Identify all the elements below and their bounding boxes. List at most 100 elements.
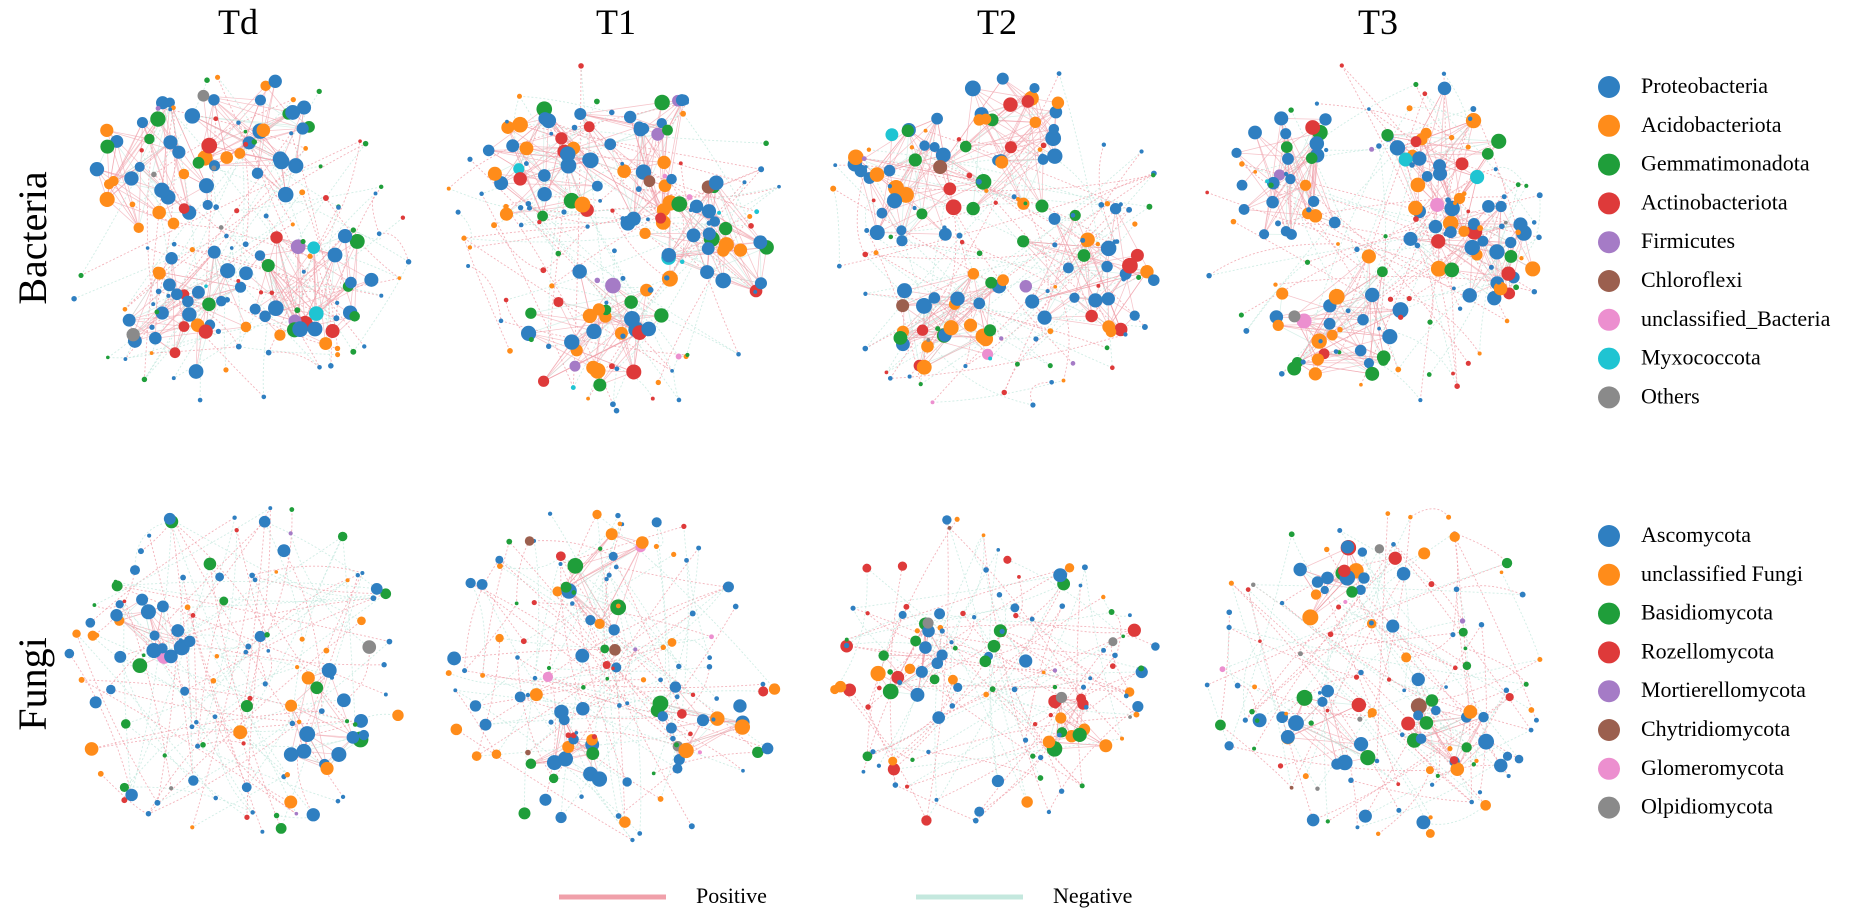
- node: [582, 152, 599, 169]
- edge: [205, 252, 215, 332]
- node: [960, 610, 966, 617]
- node: [1504, 250, 1518, 263]
- node: [268, 300, 284, 317]
- node: [1280, 128, 1292, 140]
- node: [1151, 642, 1160, 651]
- node: [1374, 758, 1380, 764]
- legend-label: Gemmatimonadota: [1641, 151, 1810, 176]
- edge: [260, 285, 382, 297]
- edge: [294, 107, 305, 166]
- node: [1467, 218, 1480, 230]
- node: [515, 655, 520, 660]
- node: [1398, 152, 1413, 167]
- edge-legend-label: Negative: [1053, 883, 1132, 908]
- node: [623, 110, 637, 124]
- node: [549, 131, 554, 136]
- edge: [1454, 536, 1537, 721]
- edge: [243, 743, 297, 815]
- edge: [151, 107, 176, 328]
- edge: [197, 530, 238, 747]
- node: [768, 683, 781, 695]
- node: [605, 676, 610, 681]
- node: [1514, 754, 1524, 764]
- node: [1482, 199, 1495, 213]
- edge: [520, 159, 590, 180]
- node: [1331, 758, 1343, 770]
- node: [1236, 179, 1248, 191]
- node: [1333, 349, 1339, 354]
- node: [1037, 147, 1043, 152]
- node: [516, 93, 522, 99]
- edge: [540, 118, 756, 293]
- edge: [534, 602, 712, 638]
- node: [1435, 773, 1440, 778]
- edge: [1308, 209, 1399, 370]
- edge: [1010, 104, 1056, 113]
- edge: [239, 521, 266, 733]
- node: [290, 222, 295, 227]
- edge: [113, 180, 140, 229]
- node: [163, 512, 176, 525]
- edge: [1341, 65, 1461, 309]
- edge: [1419, 158, 1478, 178]
- node: [1141, 324, 1148, 330]
- node: [1425, 829, 1435, 838]
- node: [1000, 286, 1005, 291]
- edge: [1397, 236, 1540, 370]
- node: [110, 609, 123, 622]
- legend-label: Actinobacteriota: [1641, 189, 1788, 214]
- node: [1459, 618, 1466, 624]
- legend-label: unclassified_Bacteria: [1641, 306, 1831, 331]
- node: [934, 797, 939, 802]
- node: [310, 681, 324, 695]
- node: [979, 655, 992, 668]
- edge: [251, 574, 386, 595]
- edge: [978, 650, 1104, 812]
- edge: [1424, 93, 1451, 201]
- node: [538, 375, 550, 387]
- edge: [1420, 738, 1455, 762]
- node: [1305, 120, 1321, 135]
- node: [935, 147, 951, 163]
- node: [1457, 306, 1463, 311]
- edge: [169, 109, 201, 401]
- edge: [482, 541, 510, 676]
- edge: [1304, 309, 1401, 322]
- node: [1528, 727, 1534, 733]
- node: [1224, 741, 1234, 751]
- node: [706, 663, 713, 670]
- edge: [901, 213, 923, 241]
- node: [582, 308, 597, 324]
- edge: [549, 676, 584, 688]
- edge: [238, 346, 338, 356]
- node: [1357, 716, 1363, 722]
- edge: [1359, 718, 1431, 834]
- edge: [1285, 173, 1349, 312]
- edge: [128, 272, 160, 321]
- edge: [1500, 206, 1534, 270]
- node: [1493, 281, 1508, 296]
- node: [1273, 282, 1278, 287]
- node: [241, 782, 252, 793]
- edge: [909, 328, 939, 377]
- edge: [131, 521, 173, 796]
- node: [1108, 637, 1118, 647]
- node: [1056, 732, 1062, 738]
- edge: [992, 119, 1036, 123]
- node: [1053, 568, 1068, 583]
- node: [701, 242, 715, 255]
- node: [1401, 716, 1416, 731]
- node: [591, 180, 603, 192]
- edge: [550, 721, 628, 783]
- edge: [613, 542, 643, 631]
- node: [121, 797, 128, 804]
- node: [243, 129, 248, 134]
- edge: [516, 540, 530, 604]
- node: [689, 610, 696, 617]
- edge: [180, 634, 249, 647]
- node: [525, 749, 531, 756]
- edge: [1054, 745, 1106, 750]
- edge: [1068, 267, 1126, 275]
- node: [1266, 195, 1279, 209]
- edge: [276, 237, 336, 256]
